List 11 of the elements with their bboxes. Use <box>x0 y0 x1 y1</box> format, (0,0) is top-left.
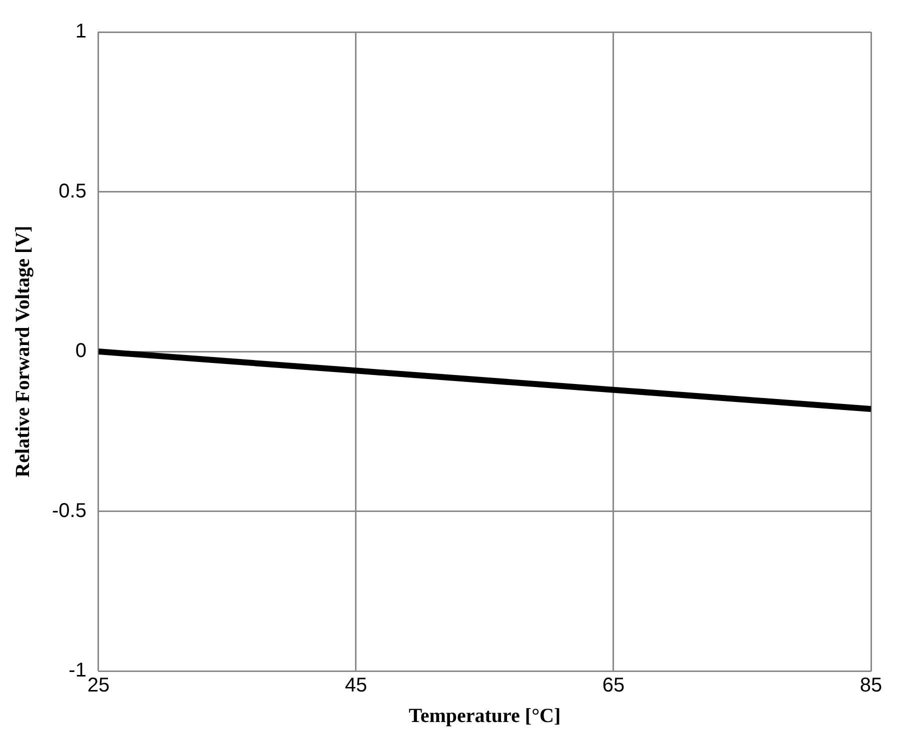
y-tick-label: 0 <box>75 340 86 362</box>
x-tick-label: 45 <box>344 674 368 697</box>
x-axis-title: Temperature [°C] <box>408 705 561 728</box>
x-tick-label: 85 <box>860 674 882 697</box>
y-tick-label: 1 <box>75 20 86 43</box>
x-tick-label: 65 <box>602 674 625 697</box>
x-tick-label: 25 <box>87 674 110 697</box>
y-tick-label: -1 <box>68 660 86 682</box>
y-axis-title: Relative Forward Voltage [V] <box>12 226 34 478</box>
y-tick-label: -0.5 <box>52 500 86 522</box>
y-tick-label: 0.5 <box>58 180 86 202</box>
